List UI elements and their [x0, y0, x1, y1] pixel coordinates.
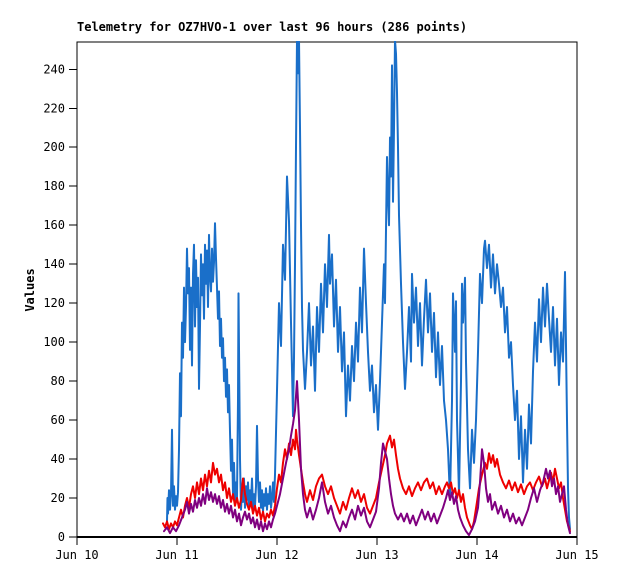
y-tick-label: 240 — [43, 62, 65, 76]
y-tick-label: 60 — [51, 413, 65, 427]
x-tick-label: Jun 12 — [255, 548, 298, 562]
y-tick-label: 180 — [43, 179, 65, 193]
y-tick-label: 80 — [51, 374, 65, 388]
y-tick-label: 0 — [58, 530, 65, 544]
y-tick-label: 220 — [43, 101, 65, 115]
y-tick-label: 160 — [43, 218, 65, 232]
series-group — [162, 41, 571, 537]
series-line-blue-series — [166, 41, 571, 531]
x-tick-label: Jun 11 — [155, 548, 198, 562]
chart-title: Telemetry for OZ7HVO-1 over last 96 hour… — [77, 20, 468, 34]
series-line-purple-series — [163, 380, 571, 537]
x-tick-label: Jun 15 — [555, 548, 598, 562]
y-tick-label: 100 — [43, 335, 65, 349]
y-tick-label: 120 — [43, 296, 65, 310]
series-line-red-series — [162, 428, 571, 533]
x-tick-label: Jun 13 — [355, 548, 398, 562]
y-tick-label: 40 — [51, 452, 65, 466]
x-tick-label: Jun 10 — [55, 548, 98, 562]
x-tick-label: Jun 14 — [455, 548, 498, 562]
y-tick-label: 200 — [43, 140, 65, 154]
y-tick-label: 20 — [51, 491, 65, 505]
y-tick-label: 140 — [43, 257, 65, 271]
